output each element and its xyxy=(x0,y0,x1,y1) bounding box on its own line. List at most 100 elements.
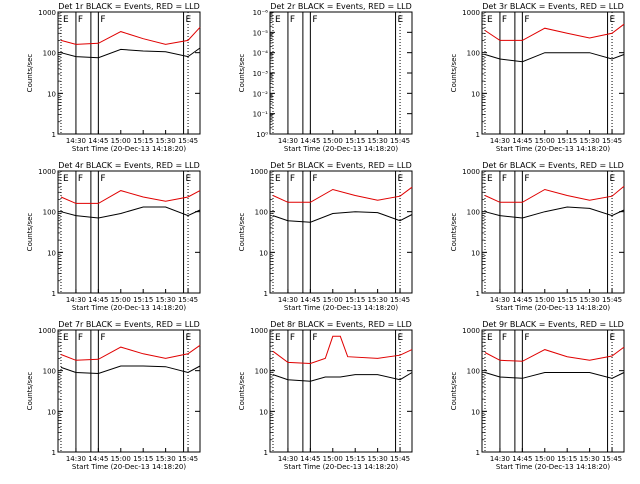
series-line-events xyxy=(272,372,413,382)
y-tick-label: 1 xyxy=(52,290,56,298)
y-tick-label: 1000 xyxy=(38,168,56,176)
marker-label: E xyxy=(63,15,69,25)
plot-frame xyxy=(481,170,625,294)
x-axis-label: Start Time (20-Dec-13 14:18:20) xyxy=(72,145,186,153)
x-tick-label: 14:45 xyxy=(300,137,320,145)
x-tick-label: 15:00 xyxy=(535,137,555,145)
chart-panel-7: Det 7r BLACK = Events, RED = LLD Counts/s… xyxy=(26,320,201,471)
marker-label: F xyxy=(524,15,529,25)
x-tick-label: 15:00 xyxy=(323,455,343,463)
x-axis-label: Start Time (20-Dec-13 14:18:20) xyxy=(72,463,186,471)
chart-title: Det 5r BLACK = Events, RED = LLD xyxy=(270,161,412,170)
x-tick-label: 15:15 xyxy=(345,137,365,145)
x-tick-label: 15:15 xyxy=(557,137,577,145)
marker-label: F xyxy=(100,174,105,184)
y-axis-label: Counts/sec xyxy=(26,372,34,411)
x-tick-label: 15:30 xyxy=(368,137,388,145)
x-tick-label: 14:45 xyxy=(512,296,532,304)
x-tick-label: 15:15 xyxy=(557,455,577,463)
x-axis-label: Start Time (20-Dec-13 14:18:20) xyxy=(284,304,398,312)
chart-title: Det 4r BLACK = Events, RED = LLD xyxy=(58,161,200,170)
y-tick-label: 10⁻⁶ xyxy=(253,9,269,17)
y-axis-label: Counts/sec xyxy=(238,54,246,93)
x-tick-label: 14:45 xyxy=(300,455,320,463)
x-tick-label: 15:00 xyxy=(323,137,343,145)
y-axis-label: Counts/sec xyxy=(26,54,34,93)
chart-title: Det 6r BLACK = Events, RED = LLD xyxy=(482,161,624,170)
marker-label: F xyxy=(290,333,295,343)
y-tick-label: 10⁻⁵ xyxy=(253,29,269,37)
x-tick-label: 15:45 xyxy=(390,296,410,304)
y-tick-label: 10 xyxy=(471,90,480,98)
y-tick-label: 1000 xyxy=(38,327,56,335)
x-tick-label: 14:30 xyxy=(278,296,298,304)
series-line-events xyxy=(60,365,201,375)
y-tick-label: 10 xyxy=(259,408,268,416)
x-tick-label: 15:30 xyxy=(580,296,600,304)
y-axis-label: Counts/sec xyxy=(450,372,458,411)
marker-label: E xyxy=(398,333,404,343)
marker-label: F xyxy=(290,15,295,25)
chart-panel-9: Det 9r BLACK = Events, RED = LLD Counts/s… xyxy=(450,320,625,471)
y-axis-label: Counts/sec xyxy=(238,372,246,411)
x-tick-label: 15:45 xyxy=(602,455,622,463)
marker-label: E xyxy=(610,174,616,184)
series-line-events xyxy=(484,52,625,63)
x-tick-label: 15:00 xyxy=(111,296,131,304)
y-tick-label: 10⁻⁴ xyxy=(253,50,269,58)
plot-frame xyxy=(269,11,413,135)
x-axis-label: Start Time (20-Dec-13 14:18:20) xyxy=(284,145,398,153)
y-tick-label: 10⁰ xyxy=(256,131,268,139)
series-line-lld xyxy=(484,23,625,41)
y-tick-label: 1 xyxy=(52,449,56,457)
x-tick-label: 14:45 xyxy=(300,296,320,304)
series-line-lld xyxy=(60,344,201,361)
marker-label: E xyxy=(487,333,493,343)
y-tick-label: 10⁻¹ xyxy=(253,111,269,119)
marker-label: E xyxy=(186,15,192,25)
x-axis-label: Start Time (20-Dec-13 14:18:20) xyxy=(496,145,610,153)
y-tick-label: 10 xyxy=(471,249,480,257)
x-tick-label: 15:00 xyxy=(535,296,555,304)
chart-title: Det 9r BLACK = Events, RED = LLD xyxy=(482,320,624,329)
x-tick-label: 15:45 xyxy=(602,137,622,145)
y-tick-label: 10 xyxy=(259,249,268,257)
series-line-events xyxy=(484,206,625,219)
x-tick-label: 15:00 xyxy=(111,137,131,145)
y-tick-label: 1000 xyxy=(250,327,268,335)
x-tick-label: 15:15 xyxy=(133,455,153,463)
y-tick-label: 100 xyxy=(43,209,56,217)
chart-panel-1: Det 1r BLACK = Events, RED = LLD Counts/s… xyxy=(26,2,201,153)
x-tick-label: 14:30 xyxy=(278,137,298,145)
x-tick-label: 15:30 xyxy=(156,137,176,145)
marker-label: E xyxy=(186,174,192,184)
y-tick-label: 1000 xyxy=(462,168,480,176)
chart-panel-4: Det 4r BLACK = Events, RED = LLD Counts/s… xyxy=(26,161,201,312)
marker-label: F xyxy=(100,15,105,25)
x-tick-label: 14:30 xyxy=(278,455,298,463)
chart-panel-2: Det 2r BLACK = Events, RED = LLD Counts/s… xyxy=(238,2,413,153)
y-axis-label: Counts/sec xyxy=(450,54,458,93)
plot-frame xyxy=(269,329,413,453)
x-tick-label: 14:30 xyxy=(66,137,86,145)
marker-label: E xyxy=(275,174,281,184)
x-tick-label: 14:30 xyxy=(490,137,510,145)
x-tick-label: 15:30 xyxy=(580,137,600,145)
x-tick-label: 14:45 xyxy=(512,455,532,463)
y-axis-label: Counts/sec xyxy=(238,213,246,252)
y-tick-label: 1000 xyxy=(38,9,56,17)
chart-panel-5: Det 5r BLACK = Events, RED = LLD Counts/s… xyxy=(238,161,413,312)
marker-label: F xyxy=(312,333,317,343)
y-tick-label: 100 xyxy=(255,209,268,217)
x-tick-label: 14:30 xyxy=(66,296,86,304)
chart-title: Det 2r BLACK = Events, RED = LLD xyxy=(270,2,412,11)
y-tick-label: 10 xyxy=(47,249,56,257)
series-line-lld xyxy=(60,190,201,204)
series-line-events xyxy=(60,47,201,59)
marker-label: E xyxy=(63,174,69,184)
marker-label: E xyxy=(275,15,281,25)
plot-frame xyxy=(57,11,201,135)
x-tick-label: 15:30 xyxy=(156,296,176,304)
x-axis-label: Start Time (20-Dec-13 14:18:20) xyxy=(72,304,186,312)
